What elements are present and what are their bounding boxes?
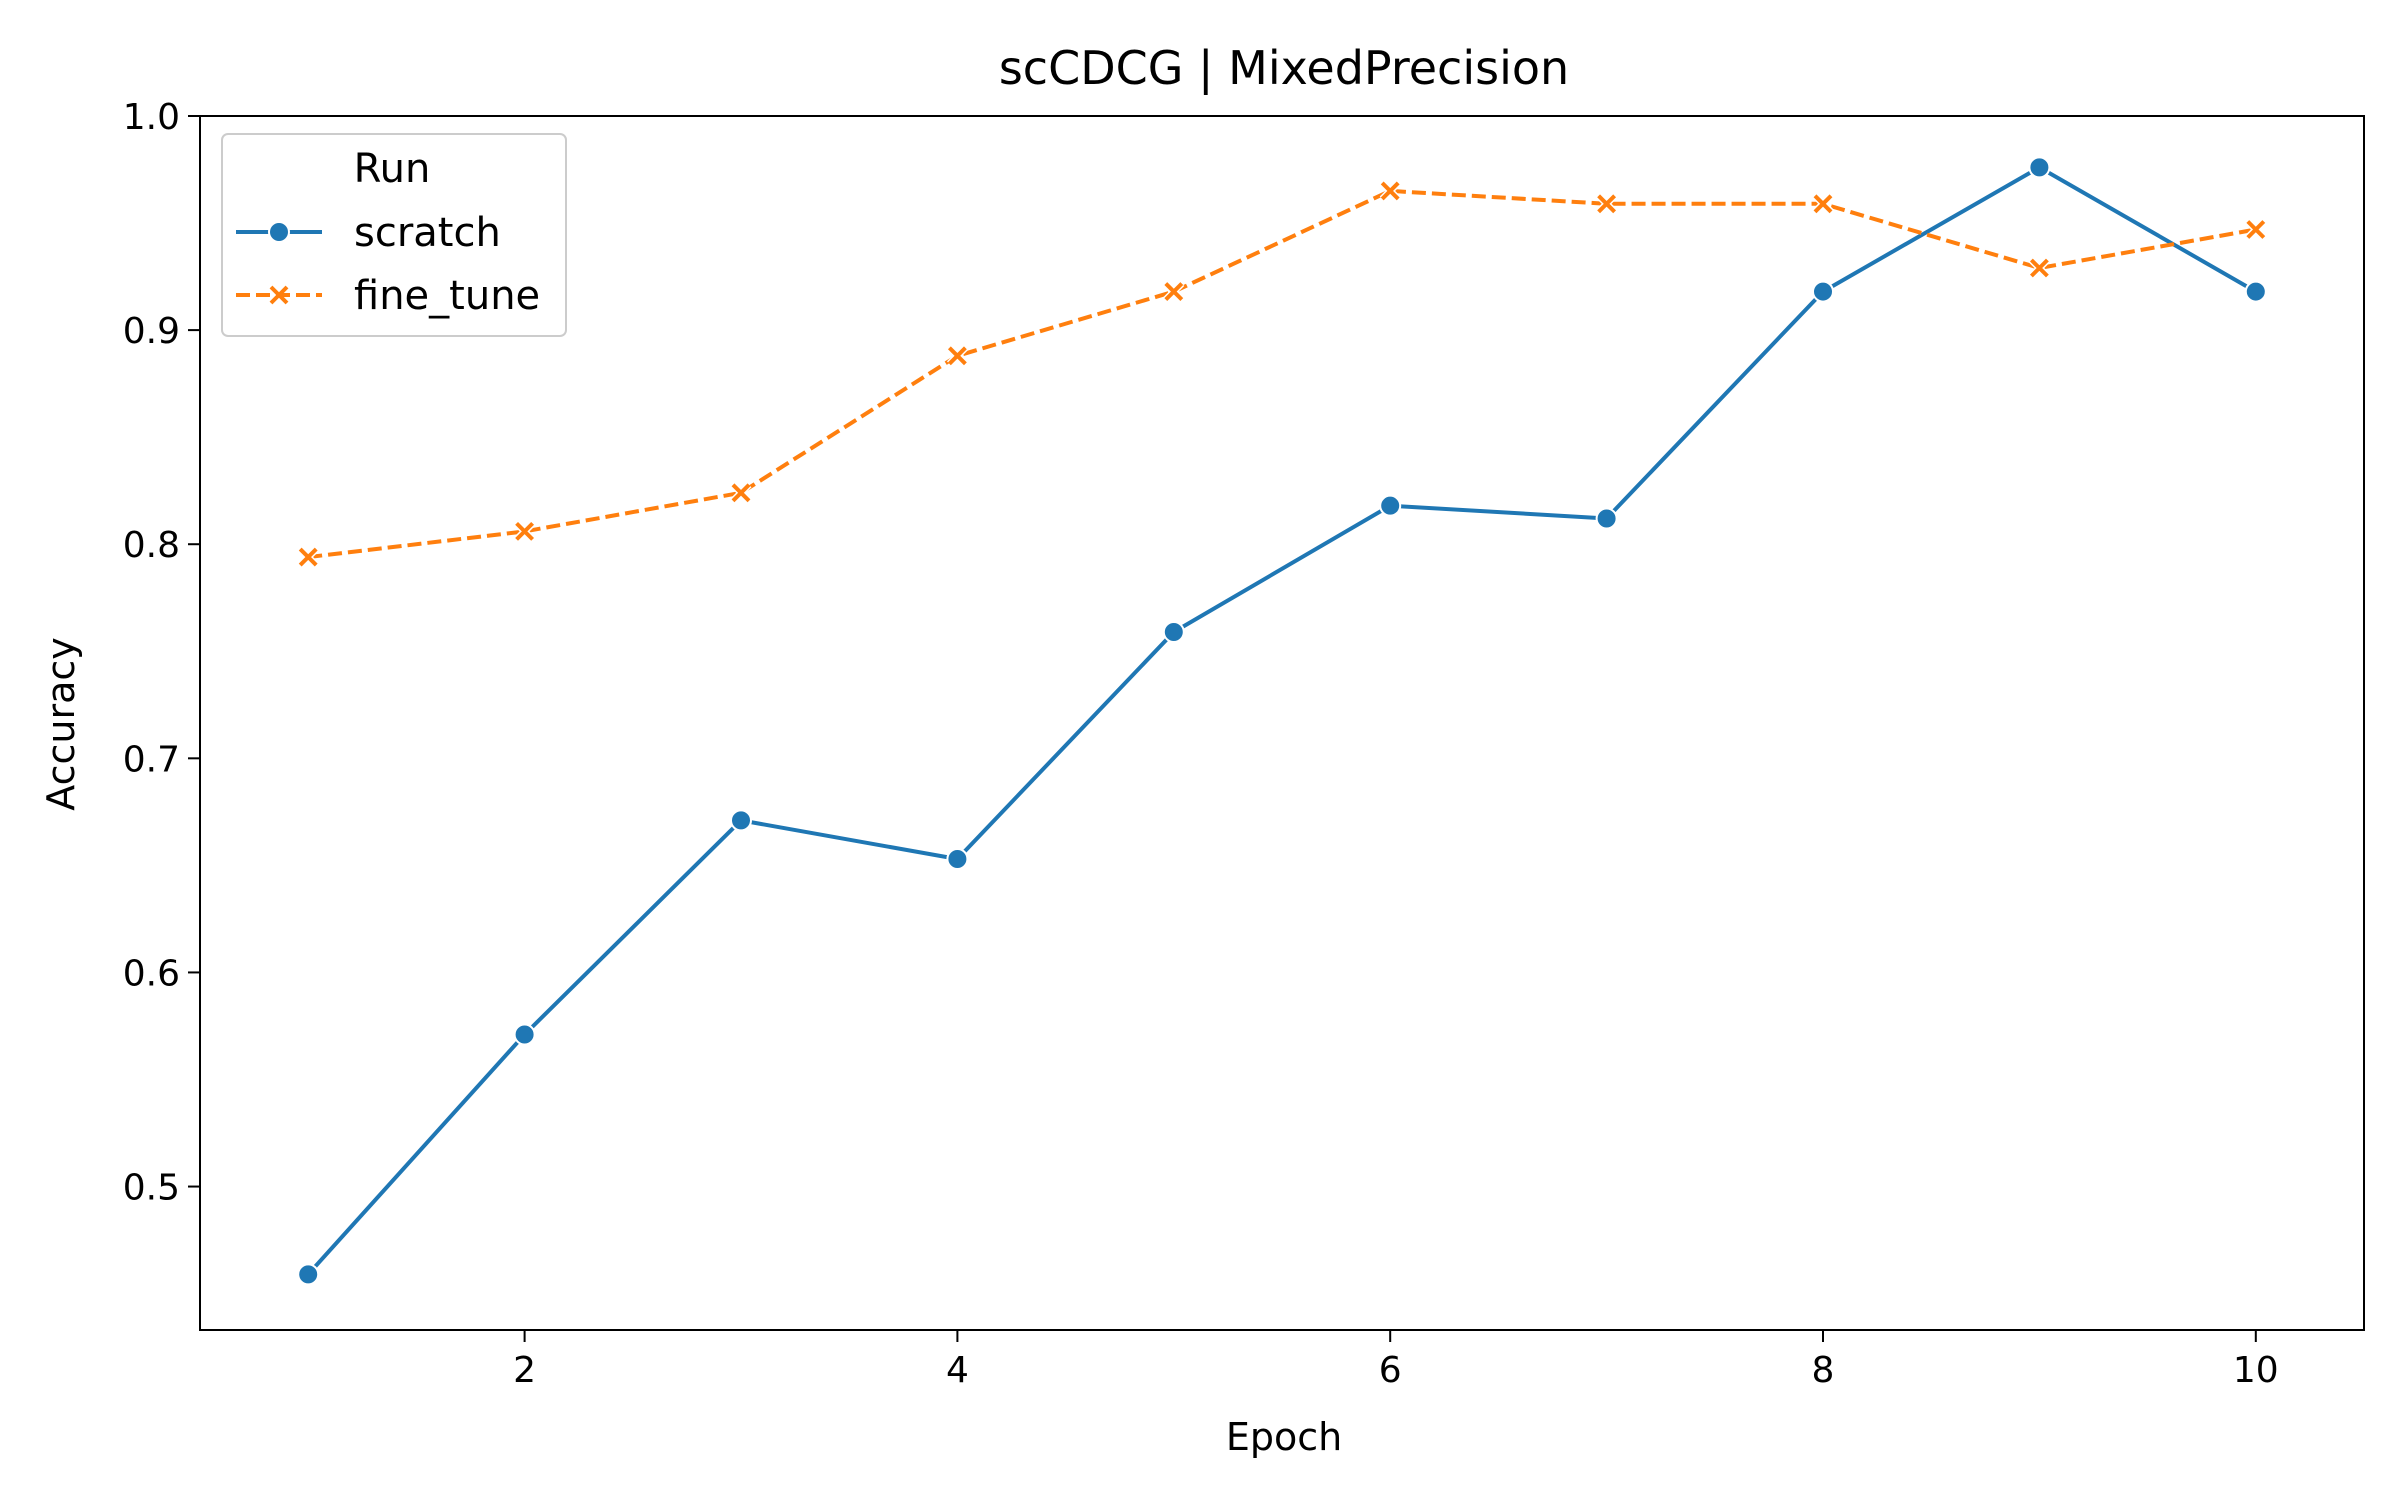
- series-line-fine_tune: [307, 188, 2257, 560]
- y-tick-label: 0.7: [123, 739, 180, 780]
- data-point-fine_tune: [515, 521, 535, 541]
- y-tick-label: 1.0: [123, 97, 180, 138]
- data-point-scratch: [2244, 280, 2267, 303]
- y-tick-label: 0.6: [123, 953, 180, 994]
- y-tick-label: 0.5: [123, 1168, 180, 1209]
- data-point-scratch: [1812, 280, 1834, 303]
- y-tick-label: 0.8: [123, 525, 180, 566]
- data-point-scratch: [1379, 494, 1402, 517]
- legend-marker-scratch: [268, 221, 290, 243]
- series-fine_tune: [297, 180, 2267, 568]
- data-point-fine_tune: [947, 346, 967, 366]
- data-point-scratch: [297, 1263, 320, 1286]
- data-point-fine_tune: [1597, 194, 1617, 214]
- legend-label-fine_tune: fine_tune: [354, 273, 540, 319]
- legend-entry-fine_tune: fine_tune: [236, 273, 540, 319]
- x-tick-label: 10: [2233, 1350, 2279, 1391]
- legend-label-scratch: scratch: [354, 210, 501, 256]
- x-tick-label: 8: [1812, 1350, 1835, 1391]
- data-point-fine_tune: [2246, 220, 2266, 239]
- data-point-scratch: [513, 1023, 536, 1046]
- series-scratch: [297, 156, 2267, 1286]
- data-point-fine_tune: [2029, 258, 2049, 278]
- data-point-fine_tune: [1164, 282, 1184, 301]
- data-point-fine_tune: [731, 483, 751, 503]
- data-point-fine_tune: [298, 547, 318, 567]
- y-axis-title: Accuracy: [39, 637, 83, 811]
- y-axis: 0.5 0.6 0.7 0.8 0.9 1.0: [123, 97, 200, 1209]
- x-tick-label: 2: [513, 1350, 536, 1391]
- data-point-scratch: [2028, 156, 2051, 179]
- data-point-fine_tune: [1380, 181, 1400, 201]
- x-tick-label: 4: [946, 1350, 969, 1391]
- y-tick-label: 0.9: [123, 311, 180, 352]
- legend-title: Run: [354, 146, 431, 192]
- plot-frame: [199, 115, 2365, 1331]
- data-point-scratch: [1162, 621, 1185, 644]
- legend-marker-fine_tune: [269, 285, 289, 305]
- legend-entry-scratch: scratch: [236, 210, 501, 256]
- series-line-scratch: [306, 165, 2257, 1276]
- data-point-scratch: [1595, 507, 1618, 530]
- x-axis: 2 4 6 8 10: [513, 1330, 2279, 1391]
- data-point-scratch: [946, 847, 969, 870]
- chart-title: scCDCG | MixedPrecision: [999, 41, 1569, 96]
- data-point-fine_tune: [1813, 194, 1833, 214]
- x-axis-title: Epoch: [1226, 1415, 1342, 1459]
- plot-area: [199, 115, 2365, 1331]
- x-tick-label: 6: [1379, 1350, 1402, 1391]
- legend: Run scratch fine_tune: [221, 133, 567, 337]
- legend-box: [221, 133, 567, 337]
- data-point-scratch: [730, 809, 752, 832]
